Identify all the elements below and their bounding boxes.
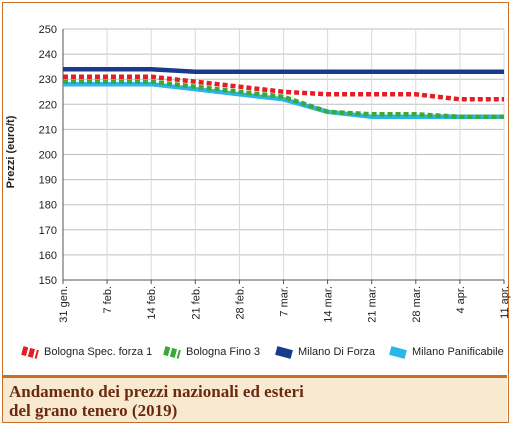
legend-label-bologna-spec-forza-1: Bologna Spec. forza 1 [44,346,153,358]
x-tick-label-8: 28 mar. [411,286,423,323]
legend-swatch-bologna-spec-forza-1 [21,345,39,359]
legend: Bologna Spec. forza 1 Bologna Fino 3 Mil… [21,343,508,361]
series-line-milano-di-forza [63,66,504,74]
legend-item-milano-di-forza: Milano Di Forza [275,343,376,361]
grid [62,28,505,281]
x-tick-label-7: 21 mar. [367,286,379,323]
x-tick-label-3: 21 feb. [190,286,202,320]
series-line-bologna-fino-3 [63,79,504,120]
y-axis-label: Prezzi (euro/t) [5,115,17,188]
y-tick-label-230: 230 [39,74,57,86]
x-tick-label-6: 14 mar. [323,286,335,323]
x-tick-label-9: 4 apr. [455,286,467,314]
y-tick-label-210: 210 [39,124,57,136]
legend-swatch-milano-panificabile [389,345,407,359]
legend-swatch-milano-di-forza [275,345,293,359]
legend-swatch-bologna-fino-3 [163,345,181,359]
y-tick-label-190: 190 [39,175,57,187]
y-tick-label-180: 180 [39,200,57,212]
x-tick-label-2: 14 feb. [146,286,158,320]
y-tick-label-150: 150 [39,275,57,287]
legend-item-milano-panificabile: Milano Panificabile [389,343,504,361]
x-tick-label-10: 11 apr. [499,286,511,319]
chart-frame [2,2,509,423]
legend-item-bologna-spec-forza-1: Bologna Spec. forza 1 [21,343,153,361]
x-tick-label-0: 31 gen. [58,286,70,323]
caption-title: Andamento dei prezzi nazionali ed esteri… [9,382,304,420]
series-lines [63,66,504,120]
y-tick-label-160: 160 [39,250,57,262]
y-tick-label-170: 170 [39,225,57,237]
legend-label-milano-panificabile: Milano Panificabile [412,346,504,358]
x-tick-label-4: 28 feb. [234,286,246,320]
y-tick-label-250: 250 [39,24,57,36]
y-tick-label-200: 200 [39,150,57,162]
y-tick-label-240: 240 [39,49,57,61]
legend-label-milano-di-forza: Milano Di Forza [298,346,376,358]
y-axis: 150 160 170 180 190 200 210 220 230 240 250 [39,24,64,287]
y-tick-label-220: 220 [39,99,57,111]
x-tick-label-1: 7 feb. [102,286,114,314]
caption-box: Andamento dei prezzi nazionali ed esteri… [3,375,507,422]
legend-label-bologna-fino-3: Bologna Fino 3 [186,346,260,358]
series-line-bologna-spec-forza-1 [63,74,504,102]
x-tick-label-5: 7 mar. [279,286,291,317]
line-chart: 150 160 170 180 190 200 210 220 230 240 250 31 gen… [5,24,511,323]
legend-item-bologna-fino-3: Bologna Fino 3 [163,343,260,361]
x-axis: 31 gen. 7 feb. 14 feb. 21 feb. 28 feb. 7 mar.… [58,279,511,323]
